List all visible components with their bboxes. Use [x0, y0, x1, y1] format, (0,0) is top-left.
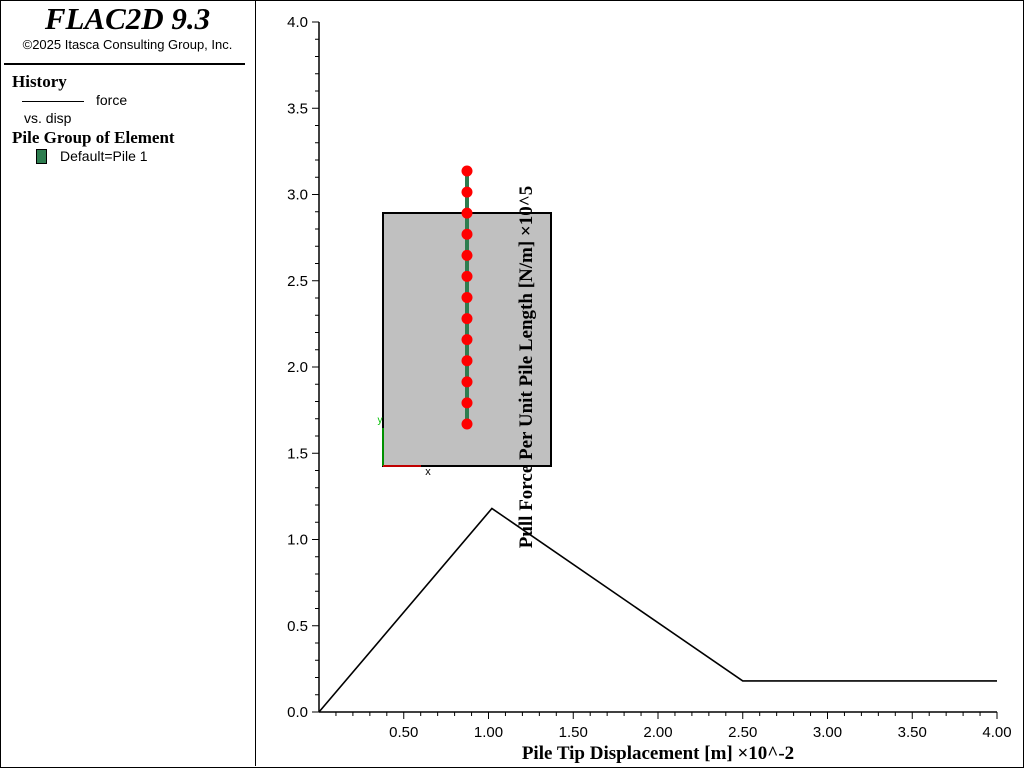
history-heading: History — [12, 72, 67, 91]
copyright-text: ©2025 Itasca Consulting Group, Inc. — [22, 37, 233, 52]
pile-node — [461, 313, 473, 325]
x-tick-label: 4.00 — [982, 724, 1011, 741]
history-vs-label: vs. disp — [24, 110, 72, 126]
y-tick-label: 1.5 — [287, 445, 308, 462]
pile-node — [461, 418, 473, 430]
pile-node — [461, 334, 473, 346]
pile-node — [461, 397, 473, 409]
force-vs-disp-line — [318, 507, 997, 713]
legend-panel: FLAC2D 9.3 ©2025 Itasca Consulting Group… — [0, 0, 256, 766]
app-title: FLAC2D 9.3 — [44, 1, 211, 36]
y-tick-label: 3.0 — [287, 187, 308, 204]
pile-node — [461, 376, 473, 388]
plot-area: 0.0 0.5 1.0 1.5 2.0 2.5 3.0 3.5 4.0 0.50 1.00 1.50 2… — [287, 14, 1011, 764]
pile-node — [461, 165, 473, 177]
history-line-swatch — [22, 101, 84, 102]
legend-separator — [4, 63, 245, 65]
y-tick-label: 0.5 — [287, 618, 308, 635]
ticks: 0.0 0.5 1.0 1.5 2.0 2.5 3.0 3.5 4.0 0.50 1.00 1.50 2… — [287, 14, 1011, 741]
pile-color-swatch — [36, 149, 47, 164]
pile-node — [461, 249, 473, 261]
y-tick-label: 3.5 — [287, 100, 308, 117]
pile-node — [461, 228, 473, 240]
model-view-inset: yx — [378, 165, 552, 478]
series-group — [318, 507, 997, 713]
y-tick-label: 2.5 — [287, 273, 308, 290]
x-tick-label: 2.50 — [728, 724, 757, 741]
inset-y-label: y — [378, 415, 383, 426]
pile-item-label: Default=Pile 1 — [60, 148, 148, 164]
x-tick-label: 3.50 — [898, 724, 927, 741]
inset-x-label: x — [425, 466, 431, 478]
pile-node — [461, 207, 473, 219]
pile-group-heading: Pile Group of Element — [12, 128, 175, 147]
pile-node — [461, 270, 473, 282]
y-tick-label: 0.0 — [287, 704, 308, 721]
x-axis-title: Pile Tip Displacement [m] ×10^-2 — [522, 743, 794, 764]
pile-node — [461, 292, 473, 303]
y-tick-label: 4.0 — [287, 14, 308, 31]
x-tick-label: 3.00 — [813, 724, 842, 741]
y-axis-title: Pull Force Per Unit Pile Length [N/m] ×1… — [516, 186, 537, 549]
x-tick-label: 0.50 — [389, 724, 418, 741]
x-tick-label: 1.50 — [559, 724, 588, 741]
y-tick-label: 1.0 — [287, 532, 308, 549]
x-tick-label: 1.00 — [474, 724, 503, 741]
pile-node — [461, 186, 473, 198]
pile-node — [461, 355, 473, 367]
x-tick-label: 2.00 — [643, 724, 672, 741]
y-tick-label: 2.0 — [287, 359, 308, 376]
history-item-label: force — [96, 92, 128, 108]
